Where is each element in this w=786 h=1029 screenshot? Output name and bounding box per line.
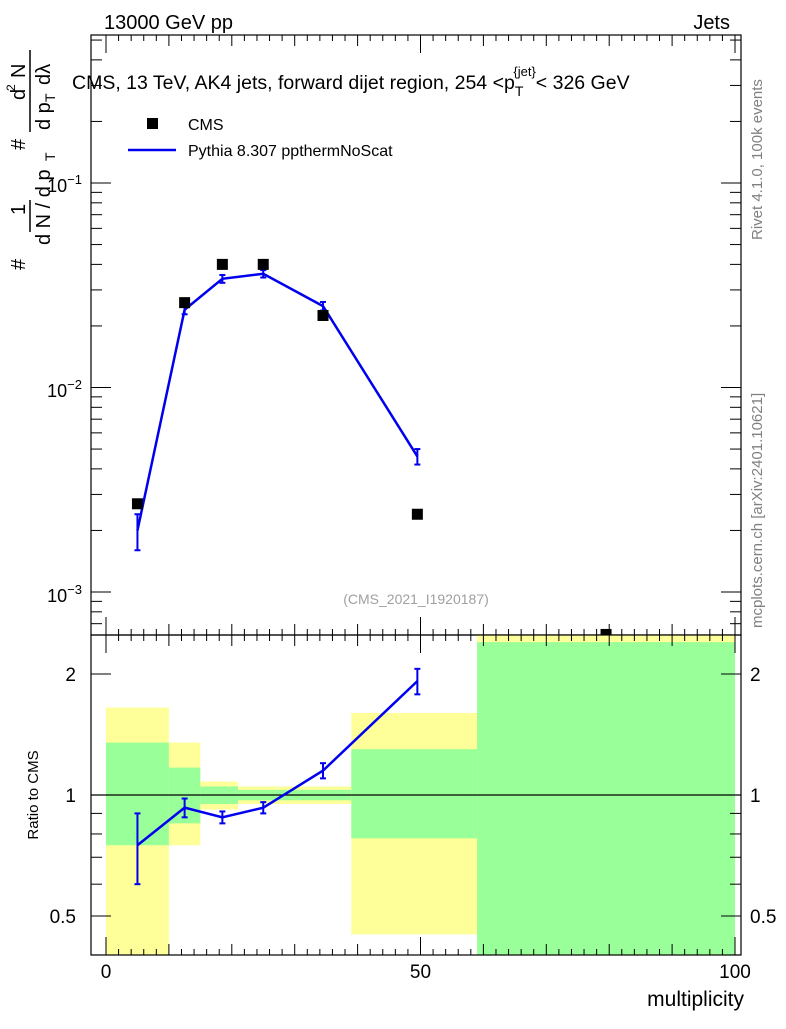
- legend-cms-marker: [147, 118, 158, 129]
- legend-cms-label: CMS: [188, 117, 224, 134]
- ratio-ytick-label-left: 0.5: [50, 907, 76, 928]
- cms-data-point: [216, 258, 228, 270]
- header-jets-label: Jets: [693, 12, 730, 34]
- analysis-watermark: (CMS_2021_I1920187): [343, 591, 489, 607]
- svg-text:#: #: [8, 258, 30, 270]
- legend-pythia-label: Pythia 8.307 ppthermNoScat: [188, 143, 393, 160]
- ytick-label-1e-3: 10−3: [47, 582, 82, 606]
- ytick-label-1e-2: 10−2: [47, 377, 82, 401]
- svg-text:dλ: dλ: [33, 64, 55, 85]
- ratio-ytick-label-left: 2: [65, 665, 76, 686]
- svg-text:2: 2: [4, 84, 18, 91]
- ratio-band-inner: [477, 642, 735, 955]
- svg-text:d p: d p: [33, 102, 55, 130]
- svg-text:d N / d p: d N / d p: [33, 169, 55, 245]
- ratio-band-inner: [351, 749, 478, 839]
- mcplots-label: mcplots.cern.ch [arXiv:2401.10621]: [749, 393, 766, 628]
- main-series: [131, 258, 612, 640]
- ratio-ytick-label-right: 0.5: [750, 907, 776, 928]
- main-y-axis-label: # 1 d N / d p T # d 2 N d p T dλ: [4, 50, 58, 270]
- svg-text:T: T: [42, 152, 58, 161]
- ratio-ytick-label-right: 2: [750, 665, 761, 686]
- xtick-label: 0: [101, 962, 112, 983]
- ratio-ytick-label-left: 1: [65, 786, 76, 807]
- svg-text:1: 1: [8, 204, 30, 215]
- xtick-label: 100: [719, 962, 751, 983]
- rivet-version-label: Rivet 4.1.0, 100k events: [749, 79, 766, 240]
- svg-text:T: T: [42, 93, 58, 102]
- cms-data-point: [257, 258, 269, 270]
- svg-text:#: #: [8, 138, 30, 150]
- ratio-series: [134, 667, 421, 886]
- cms-data-point: [179, 297, 191, 309]
- ratio-ytick-label-right: 1: [750, 786, 761, 807]
- main-axis-ticks: [91, 35, 741, 635]
- x-axis-label: multiplicity: [647, 988, 744, 1011]
- ratio-y-axis-label: Ratio to CMS: [25, 750, 42, 839]
- ratio-frame: [90, 634, 742, 956]
- ratio-pythia-line: [136, 680, 419, 847]
- svg-text:N: N: [8, 64, 30, 78]
- cms-data-point: [131, 498, 143, 510]
- main-panel: 10−1 10−2 10−3 CMS, 13 TeV, AK4 jets, fo…: [4, 34, 742, 640]
- ratio-panel: 0.5 0.5 1 1 2 2 0 50 100 Ratio to CMS multiplici…: [25, 634, 777, 1011]
- cms-data-point: [411, 508, 423, 520]
- pythia-line: [136, 272, 419, 531]
- xtick-label: 50: [410, 962, 431, 983]
- legend: CMS Pythia 8.307 ppthermNoScat: [128, 117, 393, 160]
- ratio-uncertainty-bands: [106, 635, 735, 955]
- cms-data-point: [317, 309, 329, 321]
- svg-text:d: d: [8, 89, 30, 100]
- ratio-tick-labels: 0.5 0.5 1 1 2 2 0 50 100: [50, 665, 777, 983]
- header-energy-label: 13000 GeV pp: [104, 12, 233, 34]
- chart-title: CMS, 13 TeV, AK4 jets, forward dijet reg…: [72, 64, 630, 99]
